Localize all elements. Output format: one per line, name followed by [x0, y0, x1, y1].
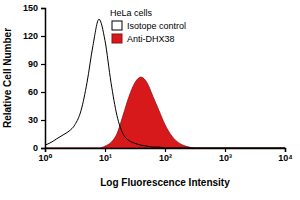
- x-tick-label: 10⁴: [278, 153, 292, 163]
- x-tick-mark: [165, 148, 166, 152]
- y-axis: 0 30 60 90 120 150: [23, 3, 46, 153]
- y-tick-label: 0: [33, 143, 38, 153]
- y-tick-label: 30: [28, 115, 38, 125]
- y-tick: 0: [33, 143, 45, 153]
- y-tick-label: 90: [28, 59, 38, 69]
- y-tick: 60: [28, 87, 45, 97]
- y-tick-label: 120: [23, 31, 38, 41]
- y-axis-title: Relative Cell Number: [2, 28, 13, 128]
- x-tick-label: 10¹: [99, 153, 112, 163]
- x-tick-mark: [225, 148, 226, 152]
- y-tick: 120: [23, 31, 45, 41]
- x-tick: 10¹: [99, 148, 112, 163]
- plot-area: [45, 19, 285, 148]
- y-tick-label: 60: [28, 87, 38, 97]
- x-axis-title: Log Fluorescence Intensity: [100, 177, 230, 188]
- y-tick-label: 150: [23, 3, 38, 13]
- x-tick-label: 10²: [159, 153, 172, 163]
- chart: 10⁰ 10¹ 10² 10³ 10⁴ 0 30 60 90 120 150 Log Fluoresc…: [0, 0, 300, 200]
- x-tick: 10⁰: [39, 148, 53, 163]
- x-tick: 10²: [159, 148, 172, 163]
- y-tick: 30: [28, 115, 45, 125]
- y-tick: 90: [28, 59, 45, 69]
- legend: Isotope control Anti-DHX38: [112, 21, 186, 44]
- y-tick-mark: [41, 120, 45, 121]
- area-series: [45, 77, 285, 148]
- legend-swatch: [112, 21, 122, 30]
- x-tick-mark: [105, 148, 106, 152]
- x-axis: 10⁰ 10¹ 10² 10³ 10⁴: [39, 148, 293, 163]
- y-tick-mark: [41, 92, 45, 93]
- line-series: [45, 19, 285, 148]
- y-tick-mark: [41, 36, 45, 37]
- legend-label: Isotope control: [127, 21, 186, 31]
- x-tick: 10³: [219, 148, 232, 163]
- title: HeLa cells: [110, 8, 153, 18]
- axis-line: [46, 149, 286, 153]
- y-tick-mark: [41, 8, 45, 9]
- x-tick-mark: [285, 148, 286, 152]
- y-tick-mark: [41, 64, 45, 65]
- x-tick: 10⁴: [278, 148, 292, 163]
- y-tick: 150: [23, 3, 45, 13]
- y-tick-mark: [41, 148, 45, 149]
- x-tick-label: 10⁰: [39, 153, 53, 163]
- x-tick-label: 10³: [219, 153, 232, 163]
- legend-label: Anti-DHX38: [127, 34, 175, 44]
- axis-line: [41, 9, 46, 149]
- legend-swatch: [112, 34, 122, 43]
